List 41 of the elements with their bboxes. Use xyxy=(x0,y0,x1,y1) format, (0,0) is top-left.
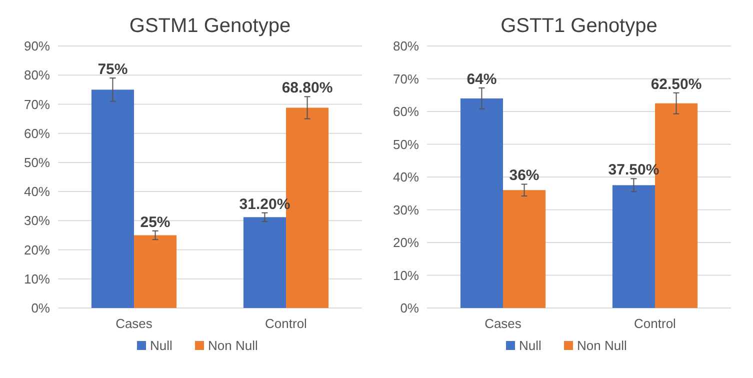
y-tick-label: 60% xyxy=(392,104,420,120)
y-tick-label: 50% xyxy=(392,136,420,152)
bar xyxy=(243,217,286,308)
y-tick-label: 90% xyxy=(24,38,50,54)
y-tick-label: 80% xyxy=(24,68,50,83)
y-tick-label: 10% xyxy=(24,271,50,286)
legend-label: Null xyxy=(519,338,542,353)
bar xyxy=(503,190,546,308)
legend-label: Null xyxy=(150,338,173,353)
legend-label: Non Null xyxy=(577,338,627,353)
bar xyxy=(134,235,177,308)
x-tick-label: Control xyxy=(634,316,676,331)
y-tick-label: 70% xyxy=(24,96,50,112)
data-label: 64% xyxy=(466,70,497,88)
data-label: 75% xyxy=(98,61,128,78)
y-tick-label: 0% xyxy=(31,300,50,316)
bar xyxy=(612,185,655,308)
y-tick-label: 30% xyxy=(24,213,50,228)
legend-label: Non Null xyxy=(208,338,258,353)
y-tick-label: 0% xyxy=(400,300,420,316)
data-label: 25% xyxy=(140,214,170,231)
bar xyxy=(91,90,134,308)
data-label: 68.80% xyxy=(282,80,333,97)
y-tick-label: 80% xyxy=(392,38,420,54)
y-tick-label: 40% xyxy=(24,184,50,200)
chart-title: GSTM1 Genotype xyxy=(129,15,291,37)
y-tick-label: 10% xyxy=(392,268,420,283)
x-tick-label: Cases xyxy=(116,316,153,331)
y-tick-label: 60% xyxy=(24,126,50,141)
bar xyxy=(460,98,503,308)
x-tick-label: Control xyxy=(265,316,308,331)
chart-title: GSTT1 Genotype xyxy=(500,15,658,37)
data-label: 62.50% xyxy=(650,76,702,93)
x-tick-label: Cases xyxy=(484,316,522,331)
y-tick-label: 50% xyxy=(24,154,50,170)
data-label: 36% xyxy=(509,167,540,184)
y-tick-label: 20% xyxy=(24,242,50,258)
y-tick-label: 70% xyxy=(392,71,420,86)
y-tick-label: 30% xyxy=(392,202,420,218)
y-tick-label: 20% xyxy=(392,235,420,250)
y-tick-label: 40% xyxy=(392,170,420,185)
